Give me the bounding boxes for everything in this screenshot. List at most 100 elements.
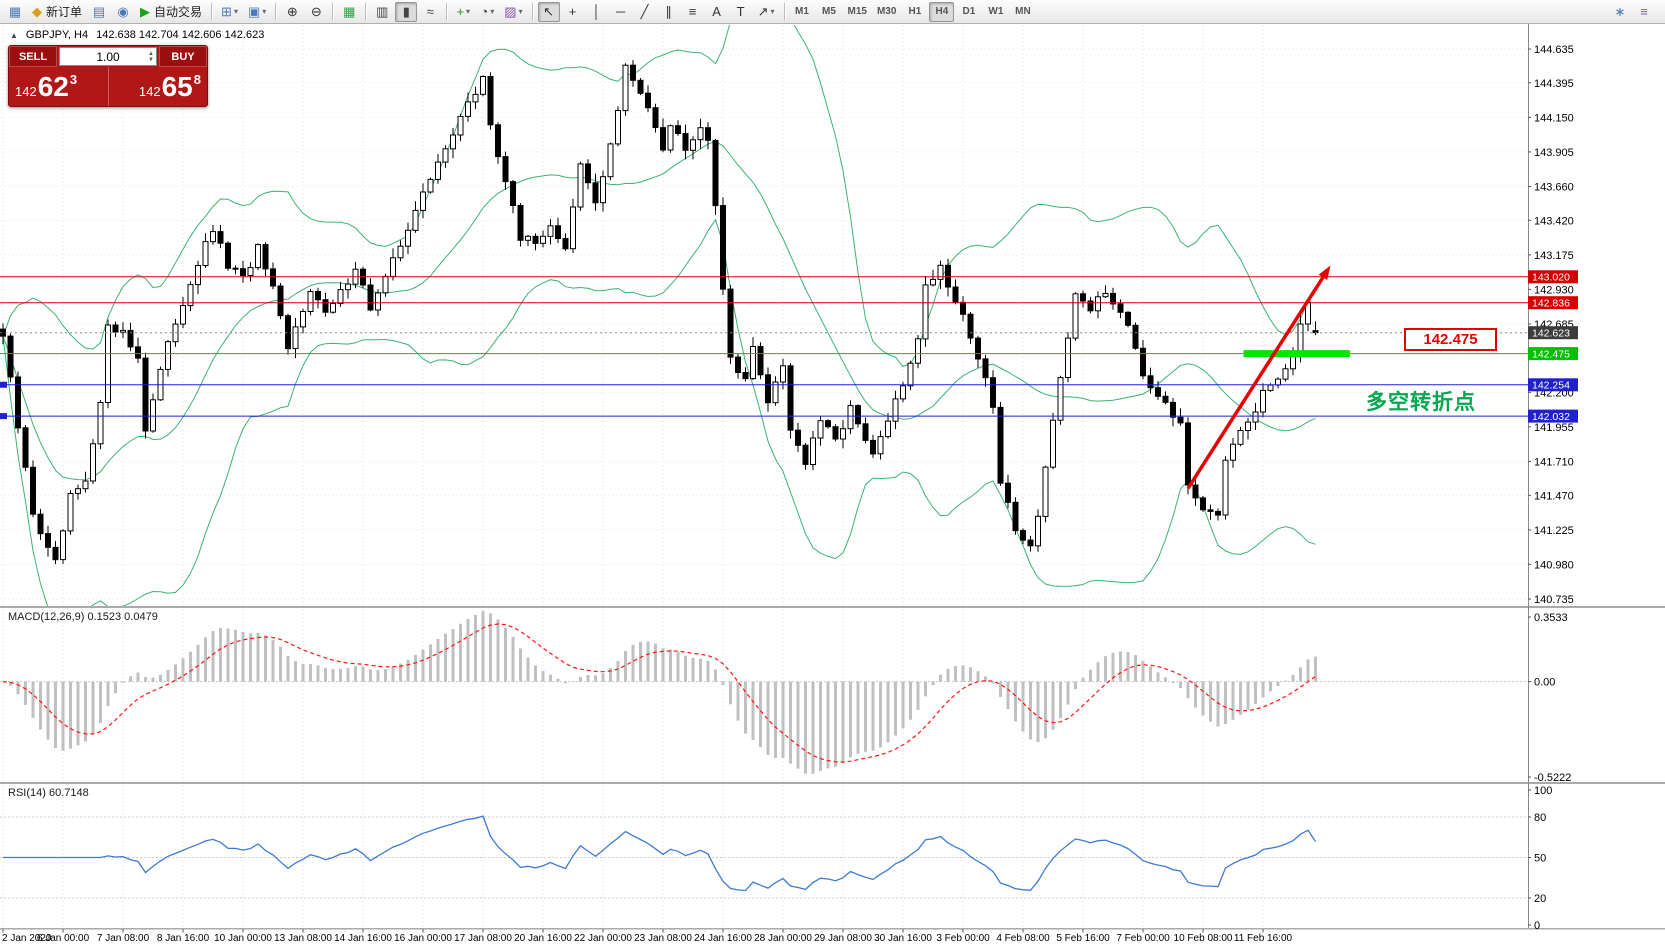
horizontal-line-button[interactable]: ─: [610, 2, 632, 22]
data-window-toggle[interactable]: ◉: [112, 2, 134, 22]
candle: [697, 118, 704, 149]
svg-text:142.623: 142.623: [1532, 328, 1570, 340]
candle: [922, 276, 929, 347]
rsi-level-lines: [0, 816, 1528, 899]
candle: [22, 425, 29, 472]
price-callout[interactable]: 142.475: [1404, 328, 1497, 351]
turning-point-note[interactable]: 多空转折点: [1366, 391, 1476, 414]
volume-down-icon[interactable]: ▼: [148, 56, 154, 63]
toolbar-menu-button[interactable]: ≡: [1633, 2, 1655, 22]
timeframe-M5-button[interactable]: M5: [822, 5, 836, 17]
horizontal-line-icon: ─: [615, 4, 626, 19]
volume-up-icon[interactable]: ▲: [148, 50, 154, 57]
candle: [75, 484, 81, 500]
candle: [765, 367, 771, 412]
timeframe-MN-button[interactable]: MN: [1015, 5, 1031, 17]
support-zone-bar[interactable]: [1243, 350, 1351, 358]
periods-button-dropdown-icon: ▾: [490, 6, 495, 16]
arrows-button[interactable]: ↗ ▾: [754, 2, 779, 22]
buy-price[interactable]: 142 65 8: [107, 67, 208, 106]
svg-text:20: 20: [1534, 893, 1546, 905]
profiles-icon: ▣: [247, 4, 261, 19]
fibonacci-icon: ≡: [688, 4, 697, 19]
candle: [367, 278, 374, 312]
label-icon: T: [736, 4, 745, 19]
fibonacci-button[interactable]: ≡: [682, 2, 704, 22]
svg-text:142.836: 142.836: [1532, 298, 1570, 310]
candle: [510, 180, 516, 214]
terminal-toggle[interactable]: ▦: [4, 2, 26, 22]
autotrading-button[interactable]: ▶ 自动交易: [136, 2, 206, 22]
market-watch-toggle-icon: ▤: [92, 4, 106, 19]
sell-price[interactable]: 142 62 3: [9, 67, 108, 106]
price-axis[interactable]: 144.635 144.395 144.150 143.905 143.660 143.4…: [1528, 44, 1574, 606]
candle: [652, 103, 659, 133]
pane-separators[interactable]: [0, 606, 1665, 930]
candle: [690, 136, 696, 160]
timeframe-W1-button[interactable]: W1: [988, 5, 1004, 17]
arrows-button-dropdown-icon: ▾: [770, 6, 775, 16]
text-button[interactable]: A: [706, 2, 728, 22]
zoom-in-icon: ⊕: [286, 4, 298, 19]
candle: [780, 358, 786, 390]
candle: [1282, 364, 1289, 382]
vertical-line-button[interactable]: │: [586, 2, 608, 22]
svg-text:2 Jan 2020: 2 Jan 2020: [2, 933, 52, 944]
buy-button[interactable]: BUY: [159, 46, 207, 67]
timeframe-M1-button[interactable]: M1: [795, 5, 809, 17]
candle: [915, 335, 921, 369]
templates-button[interactable]: ▨ ▾: [500, 2, 526, 22]
vertical-line-icon: │: [592, 4, 601, 19]
chart-background: [0, 24, 1665, 948]
svg-text:80: 80: [1534, 812, 1546, 824]
candle: [1080, 290, 1086, 308]
svg-text:30 Jan 16:00: 30 Jan 16:00: [874, 933, 932, 944]
label-button[interactable]: T: [730, 2, 752, 22]
crosshair-button[interactable]: +: [562, 2, 584, 22]
bar-chart-button[interactable]: ▥: [371, 2, 393, 22]
zoom-in-button[interactable]: ⊕: [281, 2, 303, 22]
market-watch-toggle[interactable]: ▤: [88, 2, 110, 22]
line-anchor-markers[interactable]: [0, 381, 7, 420]
candle: [547, 219, 554, 245]
periods-button[interactable]: ◔ ▾: [476, 2, 498, 22]
new-order-button[interactable]: ◆ 新订单: [28, 2, 86, 22]
candle: [67, 490, 74, 535]
svg-text:143.660: 143.660: [1534, 182, 1574, 194]
trend-arrow[interactable]: [1186, 265, 1331, 490]
volume-input[interactable]: 1.00 ▲ ▼: [59, 47, 157, 66]
candle: [1237, 426, 1244, 447]
tile-windows-button[interactable]: ▦: [338, 2, 360, 22]
svg-text:140.735: 140.735: [1534, 594, 1574, 606]
channel-button[interactable]: ∥: [658, 2, 680, 22]
cursor-button[interactable]: ↖: [537, 1, 560, 22]
sell-button[interactable]: SELL: [9, 46, 57, 67]
candle: [817, 416, 824, 446]
candle: [862, 417, 869, 444]
candle: [787, 363, 794, 439]
svg-text:143.905: 143.905: [1534, 147, 1574, 159]
timeframe-M15-button[interactable]: M15: [847, 5, 867, 17]
candle: [435, 154, 441, 184]
trendline-button[interactable]: ╱: [634, 2, 656, 22]
candle: [442, 145, 449, 168]
candle: [532, 233, 539, 251]
candle: [322, 292, 329, 317]
volume-spinner[interactable]: ▲ ▼: [148, 48, 154, 65]
timeframe-H4-button[interactable]: H4: [929, 1, 955, 22]
indicators-button[interactable]: + ▾: [452, 2, 474, 22]
timeframe-M30-button[interactable]: M30: [876, 5, 897, 17]
candle: [1102, 285, 1109, 298]
new-chart-button[interactable]: ⊞ ▾: [217, 2, 242, 22]
profiles-button[interactable]: ▣ ▾: [244, 2, 270, 22]
line-chart-button[interactable]: ≈: [419, 2, 441, 22]
timeframe-D1-button[interactable]: D1: [962, 5, 976, 17]
quick-search-button[interactable]: ∗: [1609, 2, 1631, 22]
zoom-out-button[interactable]: ⊖: [305, 2, 327, 22]
timeframe-H1-button[interactable]: H1: [908, 5, 922, 17]
periods-icon: ◔: [480, 4, 489, 19]
toolbar: ▦ ◆ 新订单 ▤ ◉ ▶ 自动交易 ⊞ ▾ ▣ ▾ ⊕ ⊖ ▦ ▥ ▮ ≈ + ▾ ◔ ▾ ▨ ▾ ↖ + │ ─ ╱ ∥ ≡ A T ↗ ▾ M…: [0, 0, 1665, 24]
candlestick-chart-button[interactable]: ▮: [395, 1, 418, 22]
